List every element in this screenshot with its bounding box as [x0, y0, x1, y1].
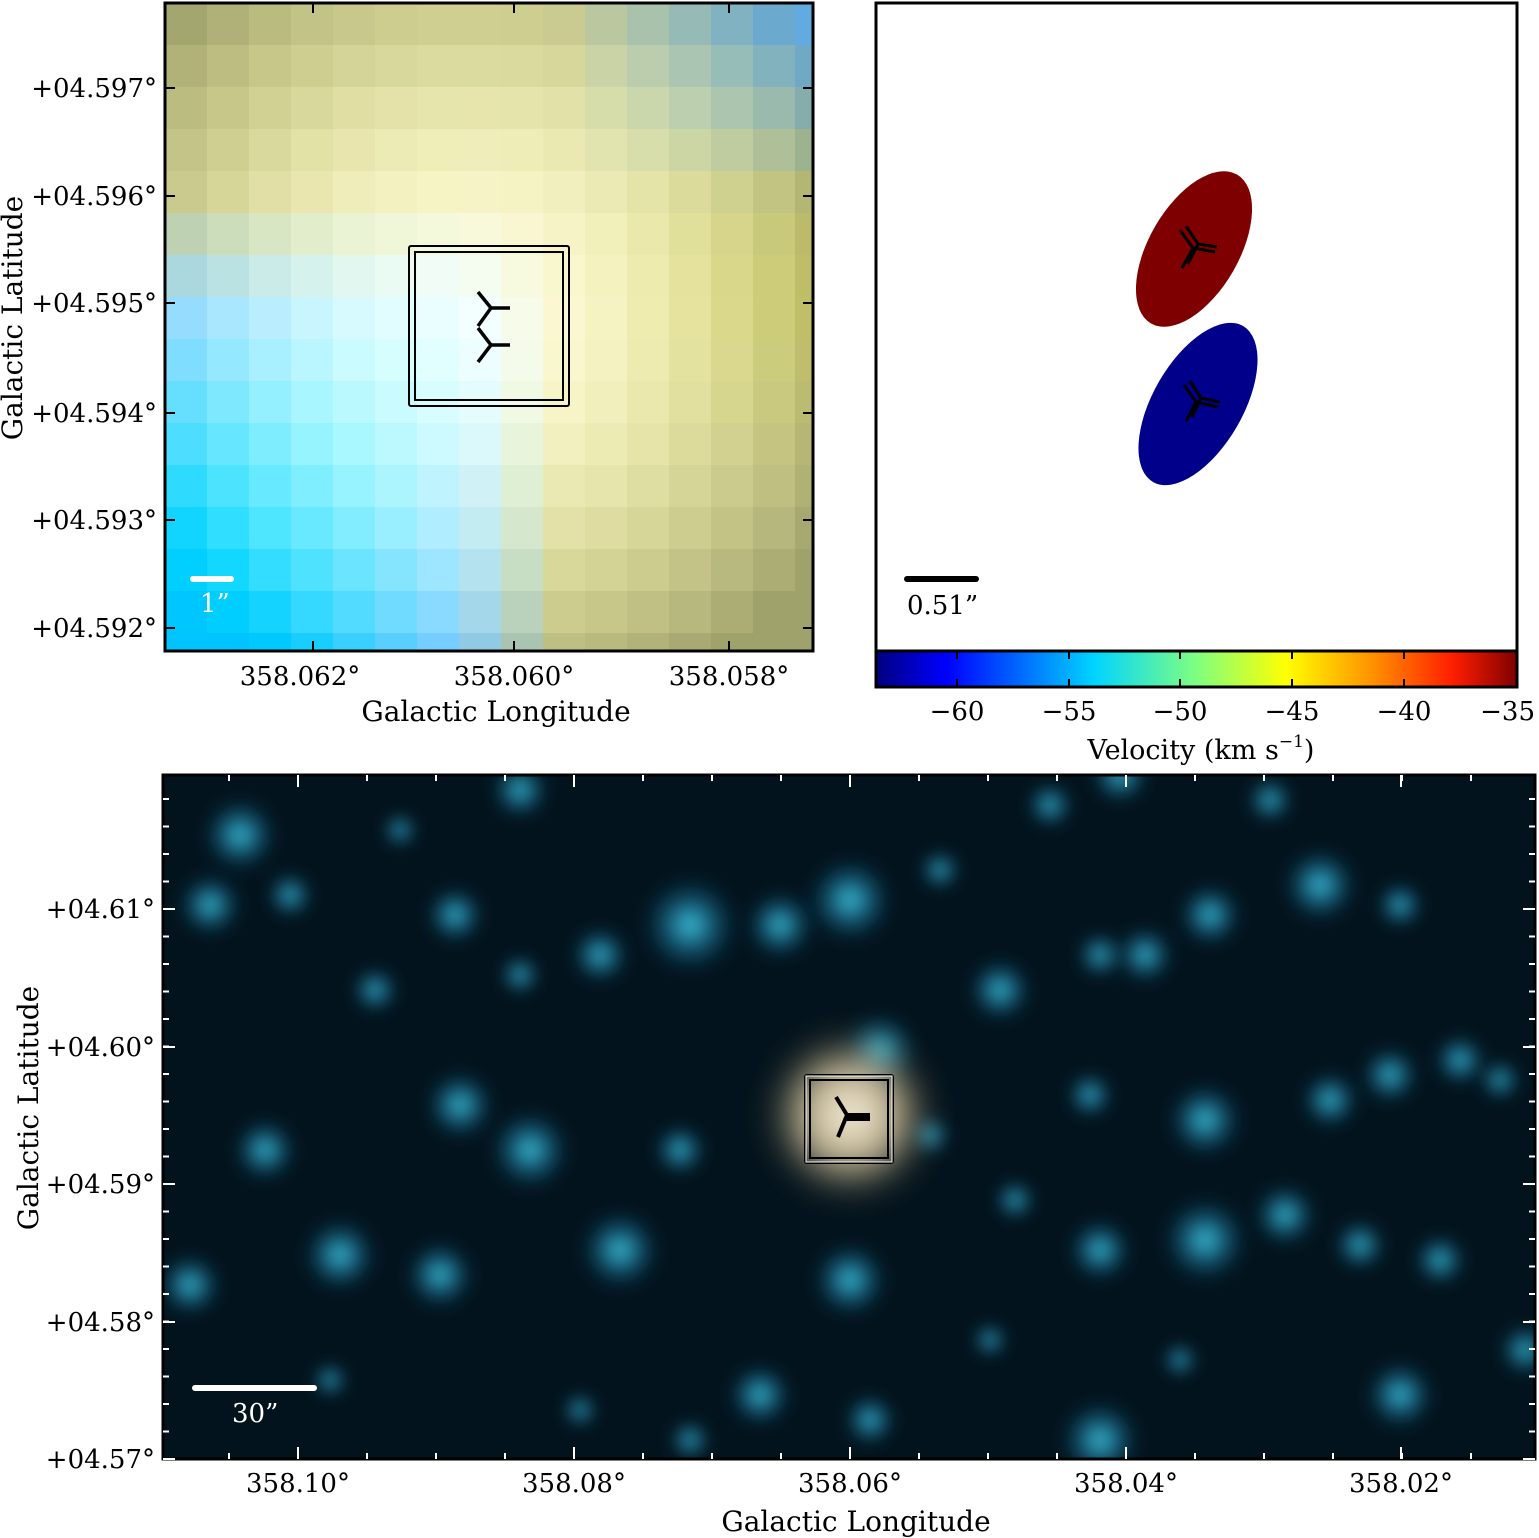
colorbar-ticks — [956, 651, 1405, 687]
tl-ylabel: Galactic Latitude — [0, 196, 29, 440]
b-xtick-3: 358.06° — [798, 1469, 902, 1499]
tl-frame — [163, 1, 815, 653]
tl-xtick-2: 358.060° — [454, 662, 575, 692]
cbar-tick-4: −45 — [1265, 697, 1320, 727]
cbar-tick-2: −55 — [1042, 697, 1097, 727]
b-xtick-4: 358.04° — [1074, 1469, 1178, 1499]
tl-target-box — [408, 245, 570, 407]
tl-ytick-2: +04.596° — [31, 182, 157, 212]
tl-xtick-1: 358.062° — [240, 662, 361, 692]
tl-ticks — [165, 3, 813, 651]
b-ytick-1: +04.61° — [46, 895, 155, 925]
tr-frame — [874, 1, 1519, 653]
colorbar-label-sup: −1 — [1279, 732, 1304, 752]
panel-top-left: 1” 358.062° 358.060° 358.058° +04.597° +… — [0, 1, 815, 728]
tl-marker-icon — [476, 290, 510, 364]
tl-xlabel: Galactic Longitude — [361, 695, 630, 728]
bottom-target-outline — [805, 1075, 893, 1163]
b-xtick-5: 358.02° — [1349, 1469, 1453, 1499]
tl-ytick-5: +04.593° — [31, 506, 157, 536]
colorbar-label-end: ) — [1304, 735, 1315, 766]
colorbar-label-main: Velocity (km s — [1087, 735, 1279, 766]
tr-marker-icon-red — [1178, 225, 1218, 269]
tl-ytick-1: +04.597° — [31, 74, 157, 104]
colorbar-label: Velocity (km s−1) — [1087, 732, 1315, 766]
b-xtick-1: 358.10° — [246, 1469, 350, 1499]
bottom-marker-icon — [834, 1095, 870, 1138]
bottom-ticks — [163, 775, 1535, 1460]
tl-ytick-4: +04.594° — [31, 399, 157, 429]
b-ytick-4: +04.58° — [46, 1308, 155, 1338]
colorbar — [874, 649, 1519, 689]
panel-bottom: 30” 358.10° 358.08° 358.06° 358.04° 358.… — [12, 773, 1537, 1538]
cbar-tick-5: −40 — [1377, 697, 1432, 727]
b-xlabel: Galactic Longitude — [721, 1505, 990, 1538]
cbar-tick-1: −60 — [930, 697, 985, 727]
panel-top-right: 0.51” −60 −55 −50 −45 −40 −35 Velocity (… — [874, 1, 1535, 766]
tl-xtick-3: 358.058° — [669, 662, 790, 692]
cbar-tick-3: −50 — [1153, 697, 1208, 727]
tl-scalebar-label: 1” — [200, 589, 230, 619]
b-ytick-3: +04.59° — [46, 1170, 155, 1200]
b-ytick-5: +04.57° — [46, 1445, 155, 1475]
b-xtick-2: 358.08° — [522, 1469, 626, 1499]
cbar-tick-6: −35 — [1480, 697, 1535, 727]
b-ytick-2: +04.60° — [46, 1033, 155, 1063]
tl-ytick-6: +04.592° — [31, 614, 157, 644]
tr-marker-icon-blue — [1182, 380, 1221, 422]
tl-image — [165, 3, 813, 651]
bottom-target-box — [804, 1074, 894, 1164]
tr-scalebar-label: 0.51” — [907, 591, 978, 621]
b-ylabel: Galactic Latitude — [12, 986, 45, 1230]
bottom-scalebar-label: 30” — [232, 1399, 278, 1429]
tl-ytick-3: +04.595° — [31, 289, 157, 319]
